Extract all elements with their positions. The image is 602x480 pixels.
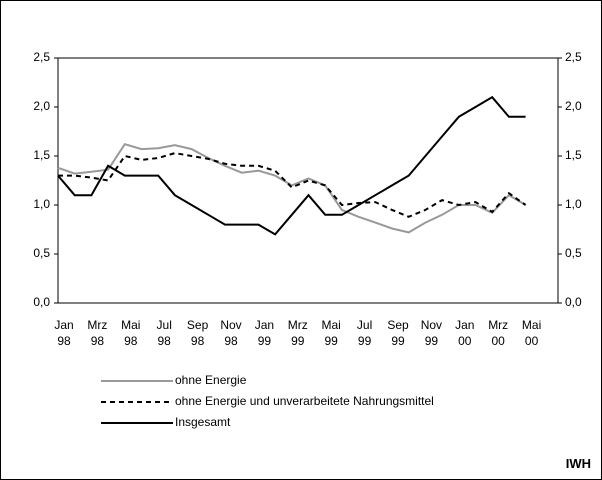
y-tick-label: 0,0 bbox=[33, 295, 50, 309]
legend-label: ohne Energie bbox=[175, 373, 247, 387]
x-tick-label: Jan 00 bbox=[455, 318, 475, 348]
legend-label: Insgesamt bbox=[175, 415, 231, 429]
x-tick-label: Jul 99 bbox=[356, 318, 373, 348]
x-tick-label: Mrz 98 bbox=[87, 318, 108, 348]
y2-tick-label: 2,5 bbox=[565, 50, 582, 64]
x-tick-label: Sep 98 bbox=[186, 318, 209, 348]
legend-label: ohne Energie und unverarbeitete Nahrungs… bbox=[175, 394, 434, 408]
line-series bbox=[58, 152, 527, 218]
y-tick-label: 1,0 bbox=[33, 197, 50, 211]
x-tick-label: Mrz 99 bbox=[287, 318, 308, 348]
x-tick-label: Jan 98 bbox=[54, 318, 74, 348]
x-tick-label: Nov 98 bbox=[220, 318, 242, 348]
x-tick-label: Jan 99 bbox=[254, 318, 275, 348]
y2-tick-label: 0,5 bbox=[565, 246, 582, 260]
plot-frame bbox=[57, 57, 559, 304]
x-tick-label: Mrz 00 bbox=[488, 318, 509, 348]
y-tick-label: 2,0 bbox=[33, 99, 50, 113]
x-tick-label: Mai 00 bbox=[521, 318, 542, 348]
x-tick-label: Mai 98 bbox=[121, 318, 141, 348]
x-tick-label: Sep 99 bbox=[387, 318, 409, 348]
x-tick-label: Mai 99 bbox=[321, 318, 341, 348]
line-series bbox=[57, 143, 527, 234]
y-tick-label: 1,5 bbox=[33, 148, 50, 162]
y2-tick-label: 1,0 bbox=[565, 197, 582, 211]
y2-tick-label: 0,0 bbox=[565, 295, 582, 309]
annotation: IWH bbox=[565, 456, 591, 471]
y-tick-label: 2,5 bbox=[33, 50, 50, 64]
y2-tick-label: 2,0 bbox=[565, 99, 582, 113]
y2-tick-label: 1,5 bbox=[565, 148, 582, 162]
line-series bbox=[57, 95, 526, 236]
y-tick-label: 0,5 bbox=[33, 246, 50, 260]
x-tick-label: Jul 98 bbox=[156, 318, 172, 348]
x-tick-label: Nov 99 bbox=[420, 318, 443, 348]
